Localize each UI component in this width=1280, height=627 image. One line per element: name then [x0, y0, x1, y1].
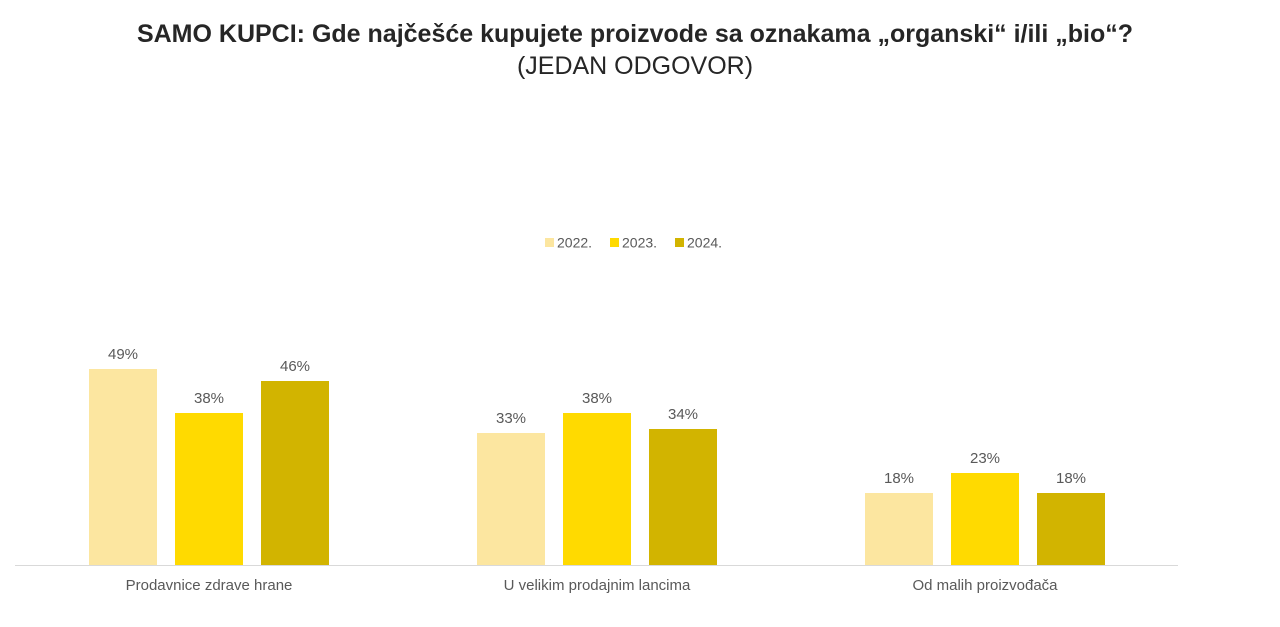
category-label-3: Od malih proizvođača [912, 577, 1058, 594]
value-label-3-3: 18% [1056, 470, 1086, 487]
bar-3-1 [865, 493, 933, 565]
category-label-1: Prodavnice zdrave hrane [126, 577, 293, 594]
legend-swatch-3 [675, 238, 684, 247]
bar-1-3 [261, 381, 329, 565]
category-label-2: U velikim prodajnim lancima [504, 577, 691, 594]
chart-title-block: SAMO KUPCI: Gde najčešće kupujete proizv… [0, 18, 1270, 82]
bar-1-1 [89, 369, 157, 565]
legend-label-2: 2023. [622, 235, 657, 251]
legend-label-3: 2024. [687, 235, 722, 251]
legend-label-1: 2022. [557, 235, 592, 251]
bar-2-2 [563, 413, 631, 565]
bar-2-1 [477, 433, 545, 565]
value-label-1-2: 38% [194, 390, 224, 407]
chart-subtitle: (JEDAN ODGOVOR) [516, 52, 754, 80]
value-label-2-3: 34% [668, 406, 698, 423]
legend-swatch-2 [610, 238, 619, 247]
bar-1-2 [175, 413, 243, 565]
bar-3-2 [951, 473, 1019, 565]
value-label-3-2: 23% [970, 450, 1000, 467]
chart-title: SAMO KUPCI: Gde najčešće kupujete proizv… [136, 20, 1134, 48]
value-label-1-3: 46% [280, 358, 310, 375]
bar-2-3 [649, 429, 717, 565]
value-label-2-2: 38% [582, 390, 612, 407]
legend-swatch-1 [545, 238, 554, 247]
value-label-1-1: 49% [108, 346, 138, 363]
value-label-3-1: 18% [884, 470, 914, 487]
bar-3-3 [1037, 493, 1105, 565]
value-label-2-1: 33% [496, 410, 526, 427]
